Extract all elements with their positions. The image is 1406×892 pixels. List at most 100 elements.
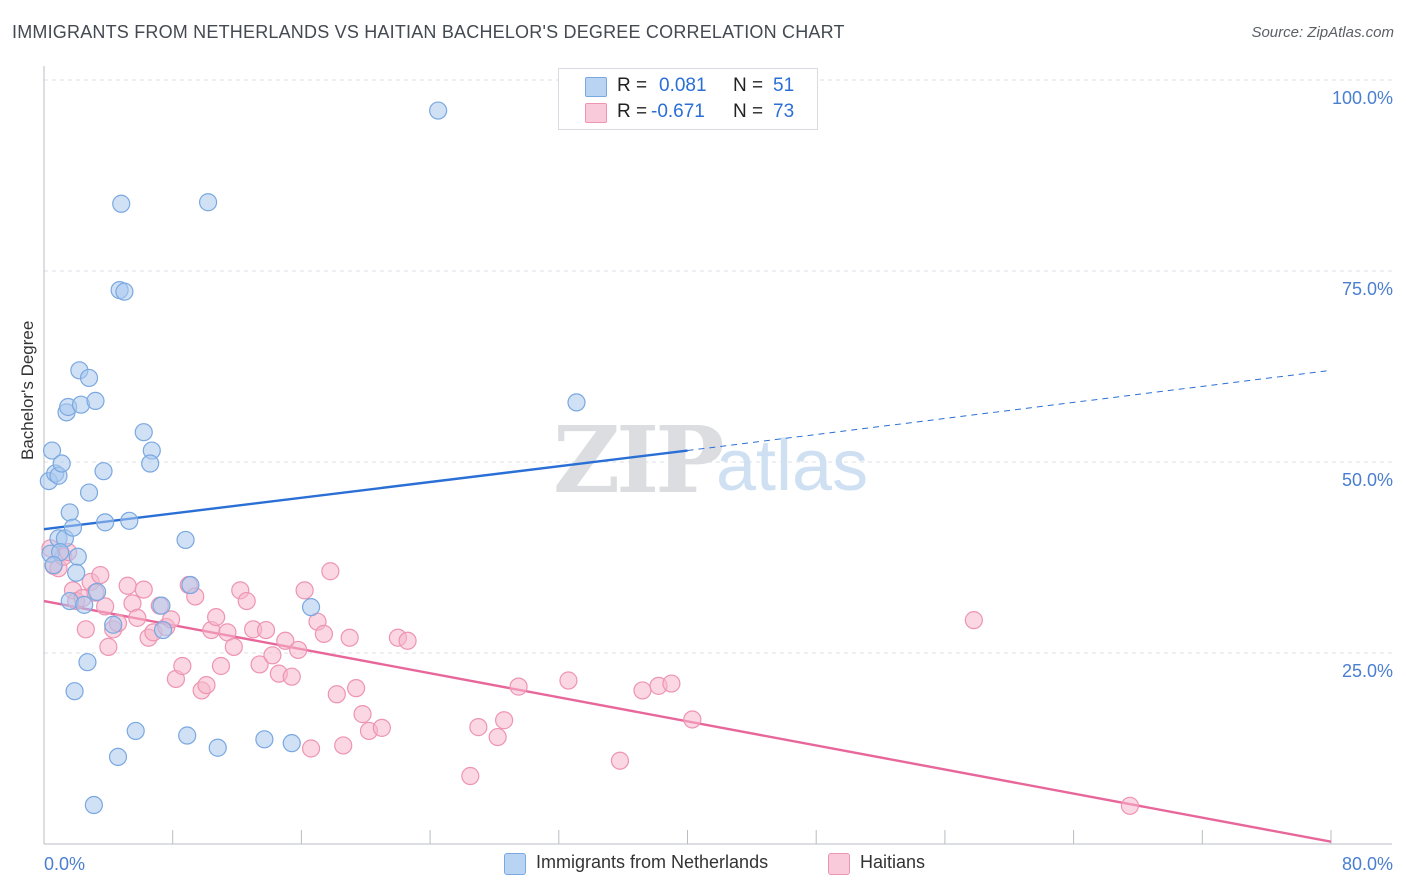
legend-r-value: 0.081	[659, 75, 707, 96]
point-netherlands	[112, 194, 131, 213]
point-haitians	[256, 620, 276, 640]
point-netherlands	[178, 726, 197, 745]
point-haitians	[398, 631, 417, 650]
legend-swatch-pink	[828, 853, 850, 875]
point-haitians	[1120, 796, 1140, 815]
point-haitians	[372, 718, 391, 737]
point-netherlands	[141, 454, 160, 473]
point-haitians	[76, 620, 95, 639]
point-haitians	[250, 655, 269, 674]
watermark-text: ZIP	[553, 406, 722, 514]
legend-r-value: -0.671	[651, 101, 705, 122]
point-netherlands	[181, 575, 200, 595]
point-haitians	[340, 628, 359, 647]
point-netherlands	[429, 101, 448, 120]
point-haitians	[295, 581, 314, 600]
point-netherlands	[120, 511, 139, 530]
legend-swatch-blue	[585, 77, 607, 97]
point-haitians	[99, 637, 118, 656]
legend-r-label: R =	[617, 75, 648, 96]
point-netherlands	[255, 730, 274, 749]
point-netherlands	[52, 454, 71, 473]
point-haitians	[469, 718, 488, 737]
point-netherlands	[567, 393, 586, 412]
point-haitians	[559, 671, 578, 690]
point-netherlands	[94, 462, 113, 481]
trendline-netherlands-extension	[687, 369, 1332, 452]
point-netherlands	[87, 582, 107, 601]
y-tick-label: 75.0%	[1342, 279, 1393, 299]
point-netherlands	[126, 721, 145, 741]
y-tick-label: 50.0%	[1342, 470, 1393, 490]
point-haitians	[237, 591, 256, 611]
point-haitians	[134, 580, 153, 599]
point-haitians	[610, 751, 630, 770]
legend-swatch-pink	[585, 103, 607, 123]
point-haitians	[509, 677, 528, 696]
point-haitians	[289, 640, 308, 660]
point-haitians	[321, 562, 340, 581]
point-haitians	[327, 685, 346, 704]
x-tick-label: 80.0%	[1342, 854, 1393, 874]
point-haitians	[207, 607, 226, 627]
point-haitians	[488, 727, 507, 747]
point-netherlands	[60, 503, 79, 522]
point-netherlands	[104, 615, 123, 634]
point-netherlands	[152, 596, 171, 615]
point-netherlands	[78, 653, 97, 672]
point-haitians	[346, 679, 366, 698]
point-haitians	[224, 637, 243, 656]
source-label: Source: ZipAtlas.com	[1251, 24, 1394, 41]
axis-layer	[43, 66, 1392, 845]
point-netherlands	[176, 530, 195, 550]
point-haitians	[96, 597, 115, 616]
legend-n-label: N =	[733, 75, 764, 96]
point-haitians	[211, 656, 231, 676]
point-netherlands	[198, 193, 218, 212]
point-haitians	[461, 766, 480, 786]
point-netherlands	[208, 738, 227, 757]
point-netherlands	[153, 620, 173, 640]
correlation-legend: R = 0.081 N = 51 R = -0.671 N = 73	[558, 68, 818, 130]
point-haitians	[495, 711, 514, 730]
point-netherlands	[42, 441, 62, 460]
point-netherlands	[67, 563, 86, 582]
point-haitians	[282, 667, 301, 686]
legend-label: Immigrants from Netherlands	[536, 852, 769, 872]
legend-r-label: R =	[617, 101, 648, 122]
point-haitians	[173, 656, 192, 676]
point-haitians	[964, 611, 983, 630]
point-haitians	[314, 624, 334, 644]
point-haitians	[263, 646, 282, 665]
point-netherlands	[79, 368, 99, 388]
x-tick-label: 0.0%	[44, 854, 85, 874]
tick-label-layer: 25.0% 50.0% 75.0% 100.0% 0.0% 80.0%	[44, 88, 1393, 874]
point-netherlands	[282, 734, 301, 753]
point-haitians	[662, 674, 681, 693]
point-haitians	[633, 681, 652, 700]
point-haitians	[353, 705, 372, 724]
point-netherlands	[65, 682, 84, 701]
trendline-netherlands	[43, 449, 688, 531]
point-haitians	[683, 710, 702, 729]
point-haitians	[276, 631, 295, 650]
y-tick-label: 25.0%	[1342, 661, 1393, 681]
watermark-text: atlas	[716, 426, 868, 506]
point-netherlands	[134, 423, 153, 442]
point-netherlands	[63, 518, 83, 537]
legend-n-label: N =	[733, 101, 764, 122]
point-haitians	[301, 739, 321, 758]
legend-n-value: 51	[773, 75, 795, 96]
point-layer	[39, 101, 1140, 815]
point-haitians	[128, 608, 147, 627]
point-netherlands	[301, 598, 321, 617]
grid-layer	[44, 79, 1392, 654]
point-haitians	[91, 565, 110, 585]
point-haitians	[334, 736, 353, 755]
legend-swatch-blue	[504, 853, 526, 875]
legend-label: Haitians	[860, 852, 926, 872]
y-axis-label: Bachelor's Degree	[18, 320, 37, 460]
point-netherlands	[84, 795, 103, 815]
